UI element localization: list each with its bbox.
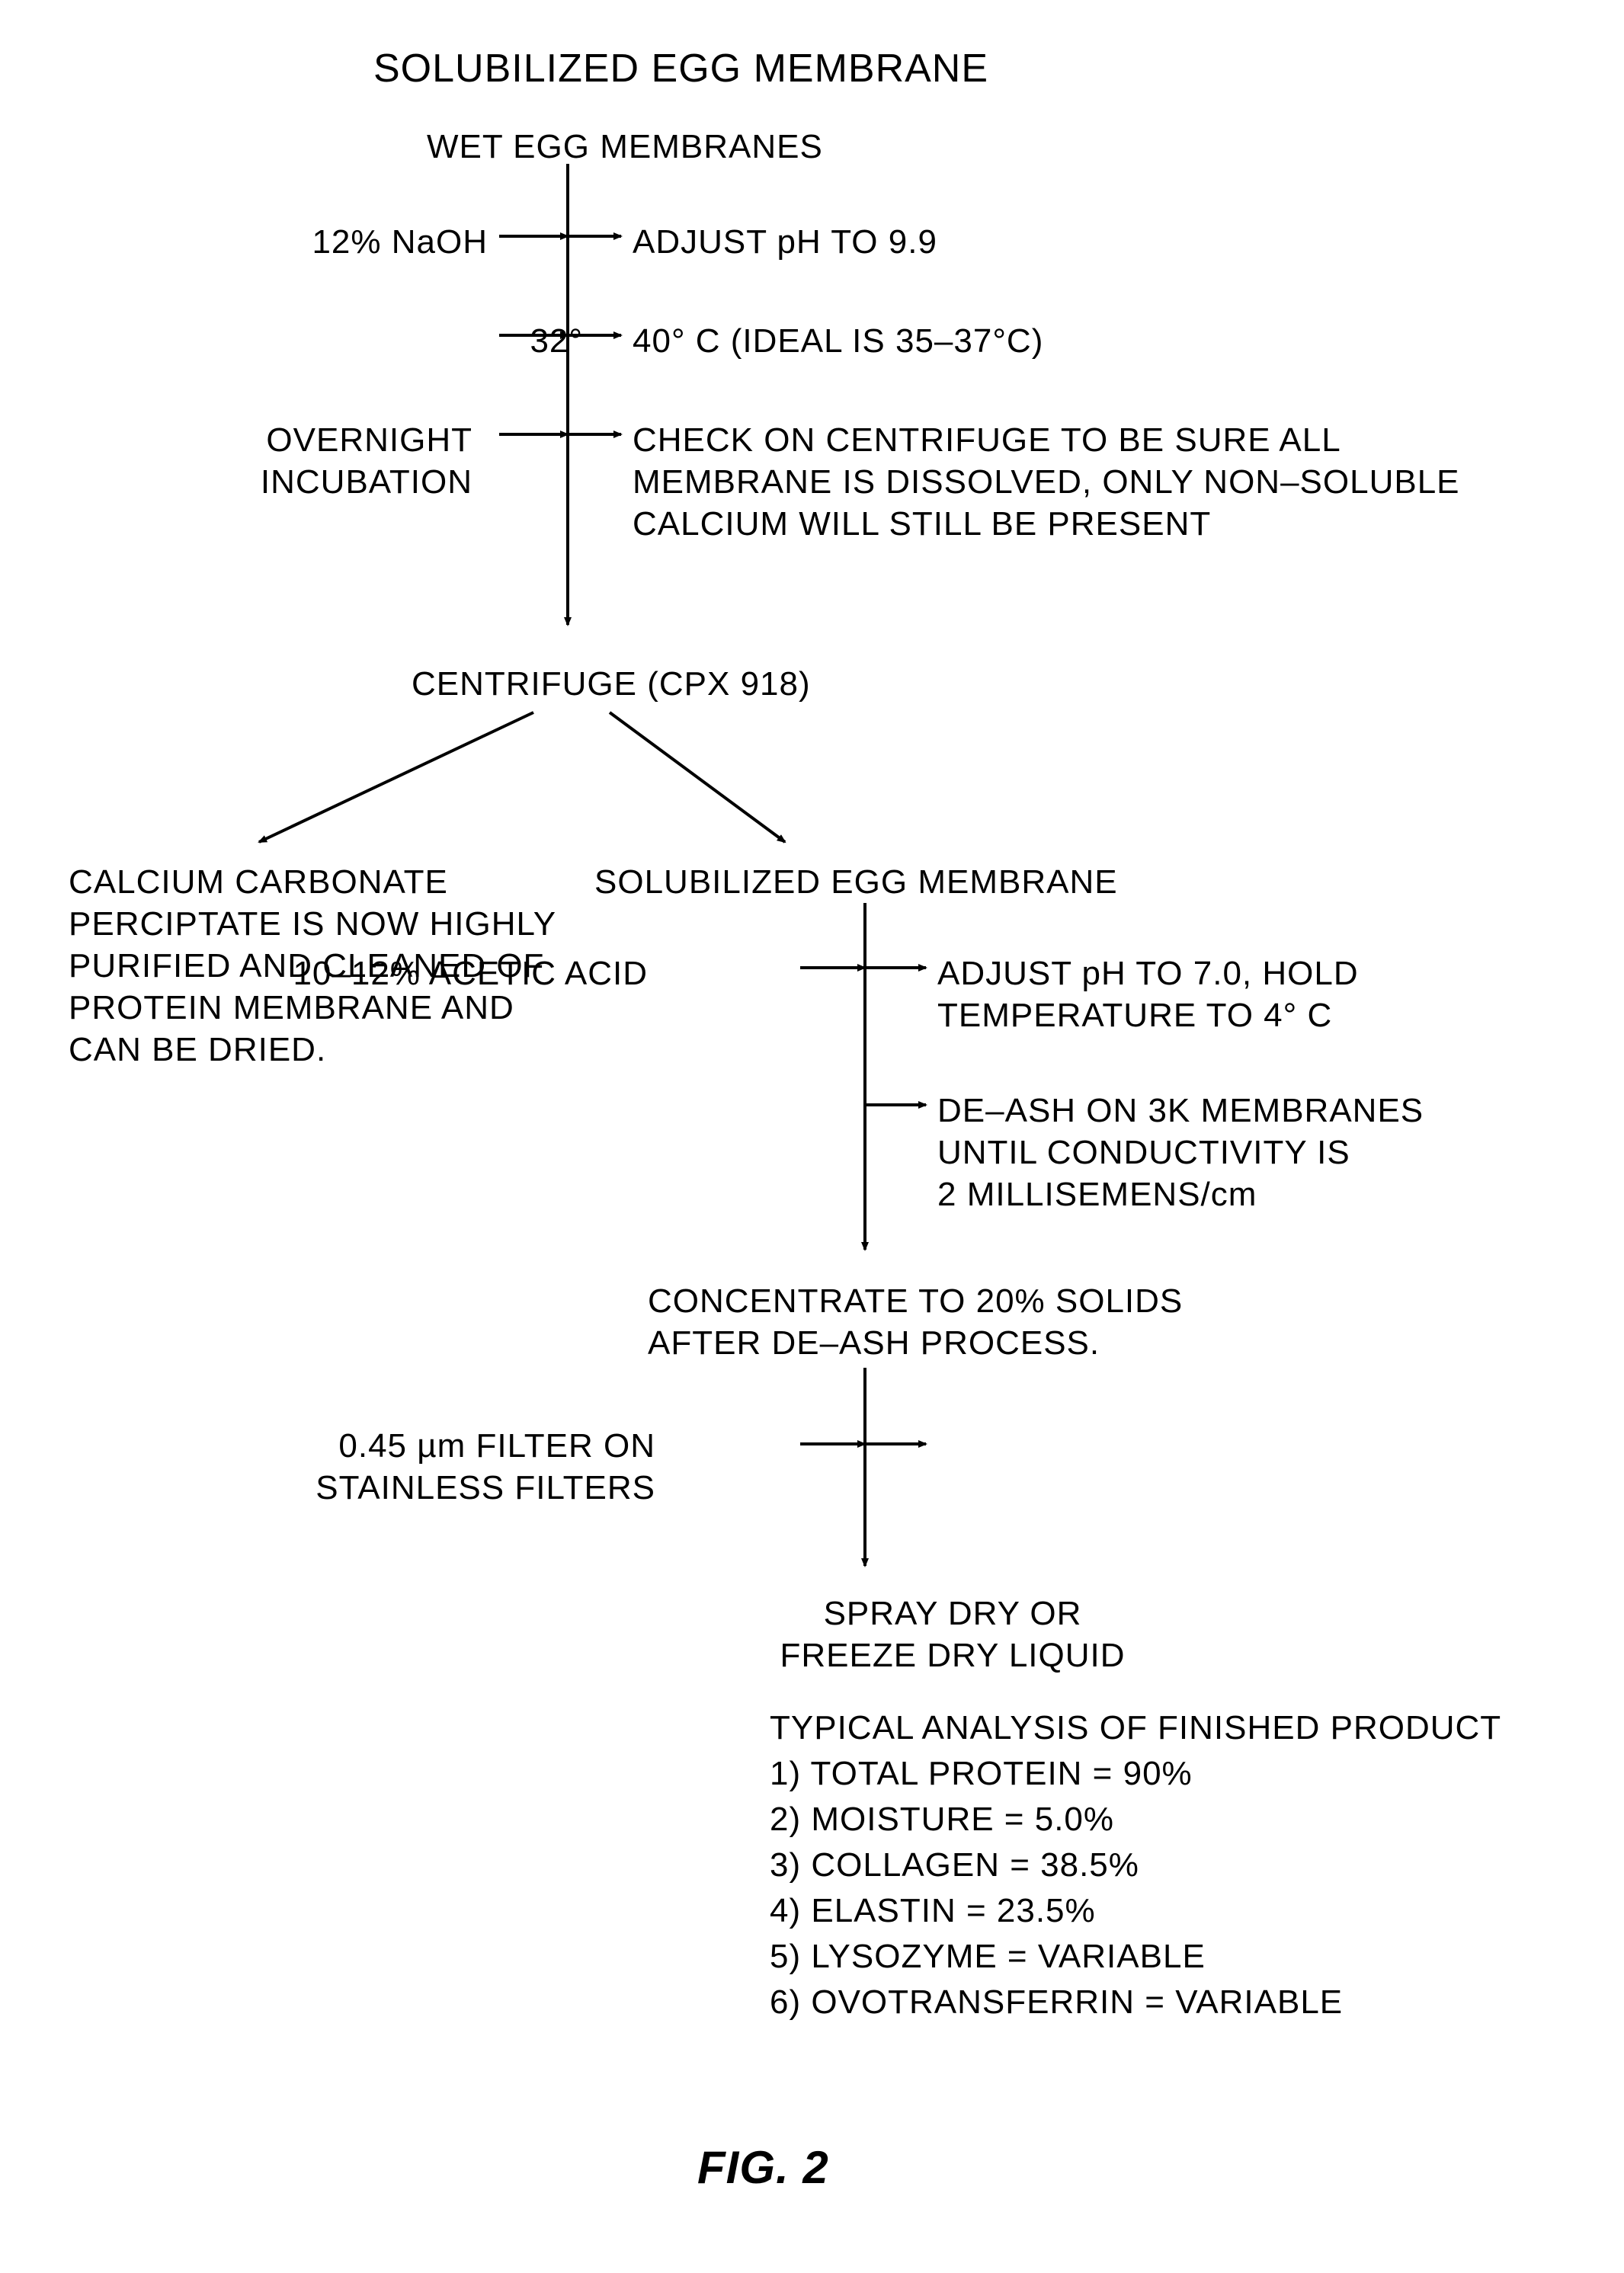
- node-an_3: 3) COLLAGEN = 38.5%: [770, 1844, 1139, 1886]
- node-concentrate: CONCENTRATE TO 20% SOLIDSAFTER DE–ASH PR…: [648, 1280, 1090, 1364]
- node-ov_r: CHECK ON CENTRIFUGE TO BE SURE ALLMEMBRA…: [633, 419, 1460, 545]
- node-temp_l: 32°: [126, 320, 583, 362]
- node-filter_l: 0.45 µm FILTER ONSTAINLESS FILTERS: [198, 1425, 655, 1509]
- node-ov_l: OVERNIGHTINCUBATION: [15, 419, 472, 503]
- node-wet: WET EGG MEMBRANES: [427, 126, 823, 168]
- node-acetic_l: 10–12% ACETIC ACID: [191, 952, 648, 994]
- node-naoh_r: ADJUST pH TO 9.9: [633, 221, 937, 263]
- node-an_1: 1) TOTAL PROTEIN = 90%: [770, 1753, 1193, 1794]
- node-an_4: 4) ELASTIN = 23.5%: [770, 1890, 1096, 1932]
- edge-split_l: [259, 712, 533, 842]
- node-deash_r: DE–ASH ON 3K MEMBRANESUNTIL CONDUCTIVITY…: [937, 1090, 1424, 1215]
- node-solub2: SOLUBILIZED EGG MEMBRANE: [594, 861, 1118, 903]
- node-an_title: TYPICAL ANALYSIS OF FINISHED PRODUCT: [770, 1707, 1501, 1749]
- node-caption: FIG. 2: [697, 2141, 829, 2194]
- node-an_5: 5) LYSOZYME = VARIABLE: [770, 1935, 1206, 1977]
- node-temp_r: 40° C (IDEAL IS 35–37°C): [633, 320, 1043, 362]
- node-naoh_l: 12% NaOH: [30, 221, 488, 263]
- edge-split_r: [610, 712, 785, 842]
- node-an_2: 2) MOISTURE = 5.0%: [770, 1798, 1114, 1840]
- node-centrifuge: CENTRIFUGE (CPX 918): [412, 663, 811, 705]
- node-title: SOLUBILIZED EGG MEMBRANE: [373, 46, 988, 91]
- node-spray: SPRAY DRY ORFREEZE DRY LIQUID: [732, 1593, 1174, 1676]
- node-an_6: 6) OVOTRANSFERRIN = VARIABLE: [770, 1981, 1343, 2023]
- node-acetic_r: ADJUST pH TO 7.0, HOLDTEMPERATURE TO 4° …: [937, 952, 1359, 1036]
